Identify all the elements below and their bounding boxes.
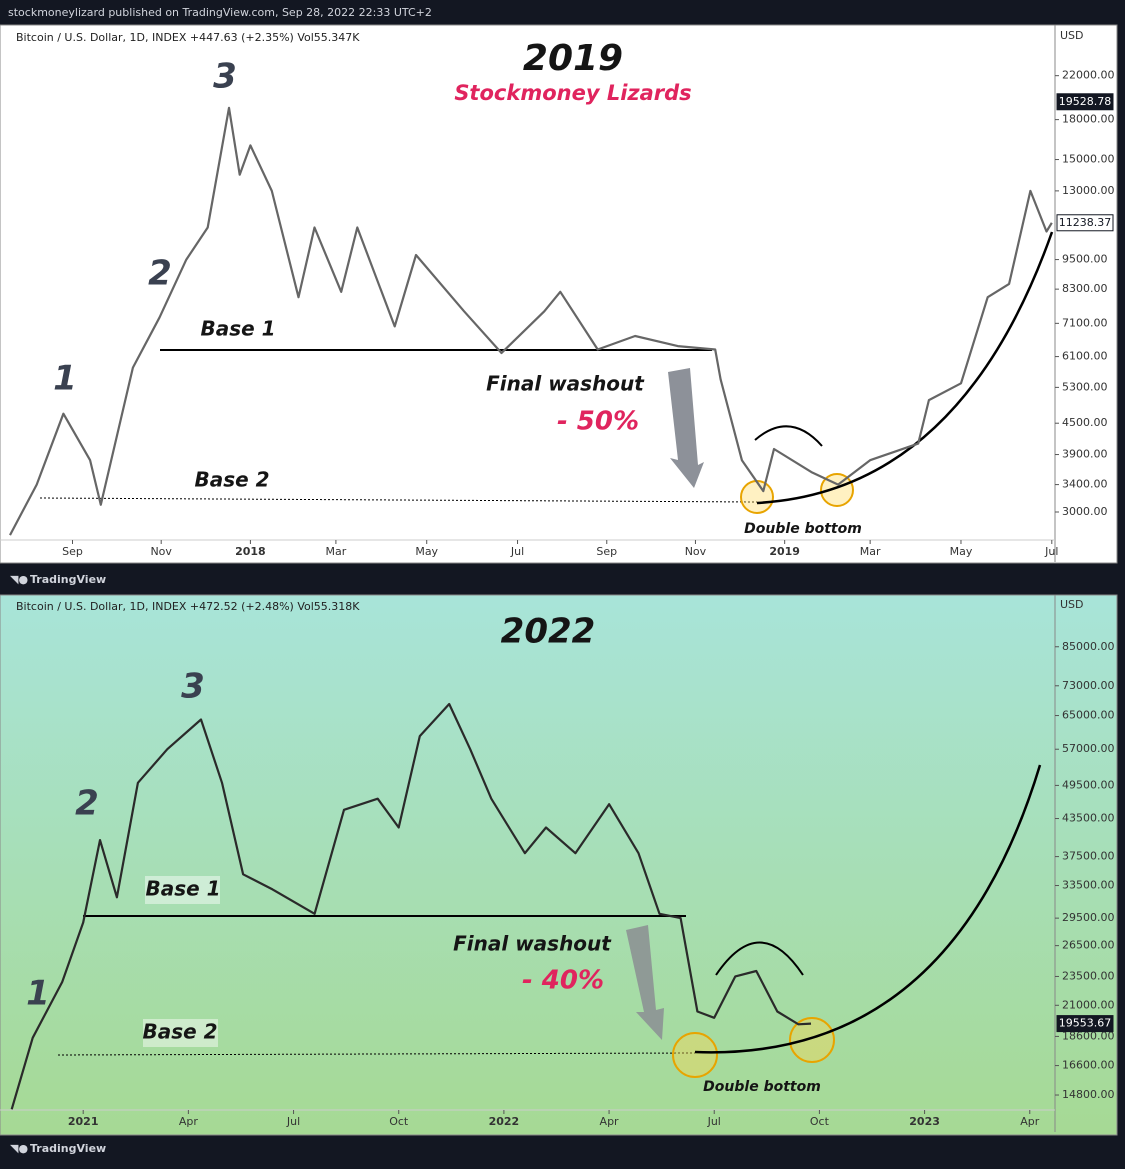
y-tick-label: 23500.00 <box>1062 969 1115 982</box>
x-tick-label: Jul <box>510 545 524 558</box>
brand-logo: TradingView <box>30 573 106 586</box>
chart-header: Bitcoin / U.S. Dollar, 1D, INDEX +472.52… <box>16 600 360 613</box>
x-tick-label: Apr <box>179 1115 199 1128</box>
y-tick-label: 18600.00 <box>1062 1029 1115 1042</box>
x-tick-label: Nov <box>685 545 707 558</box>
currency-label: USD <box>1060 598 1084 611</box>
y-tick-label: 65000.00 <box>1062 709 1115 722</box>
y-tick-label: 3000.00 <box>1062 505 1108 518</box>
annotation: Base 2 <box>194 468 269 492</box>
x-tick-label: Nov <box>150 545 172 558</box>
brand-icon: ◥● <box>10 573 28 586</box>
y-tick-label: 14800.00 <box>1062 1088 1115 1101</box>
annotation: Final washout <box>453 932 612 956</box>
x-tick-label: 2019 <box>769 545 800 558</box>
x-tick-label: Sep <box>596 545 617 558</box>
annotation: - 40% <box>522 966 604 996</box>
y-tick-label: 73000.00 <box>1062 679 1115 692</box>
y-tick-label: 5300.00 <box>1062 380 1108 393</box>
y-tick-label: 16600.00 <box>1062 1059 1115 1072</box>
price-line <box>9 106 1053 536</box>
y-tick-label: 4500.00 <box>1062 416 1108 429</box>
x-tick-label: 2021 <box>68 1115 99 1128</box>
currency-label: USD <box>1060 29 1084 42</box>
annotation-shapes <box>39 231 1054 1078</box>
y-tick-label: 3400.00 <box>1062 478 1108 491</box>
y-tick-label: 37500.00 <box>1062 850 1115 863</box>
wave-label: 2 <box>148 254 172 294</box>
wave-label: 2 <box>75 784 99 824</box>
publish-line: stockmoneylizard published on TradingVie… <box>8 6 432 19</box>
x-tick-label: Jul <box>1044 545 1058 558</box>
x-tick-label: Jul <box>286 1115 300 1128</box>
y-tick-label: 3900.00 <box>1062 448 1108 461</box>
annotation: Double bottom <box>703 1079 821 1095</box>
price-tag-label: 19528.78 <box>1059 95 1112 108</box>
y-tick-label: 8300.00 <box>1062 282 1108 295</box>
annotation: - 50% <box>557 407 639 437</box>
x-tick-label: 2023 <box>909 1115 940 1128</box>
y-tick-label: 6100.00 <box>1062 350 1108 363</box>
x-tick-label: May <box>415 545 438 558</box>
x-tick-label: Apr <box>600 1115 620 1128</box>
x-tick-label: Apr <box>1020 1115 1040 1128</box>
y-tick-label: 9500.00 <box>1062 253 1108 266</box>
annotation: Base 1 <box>200 317 275 341</box>
wave-label: 1 <box>53 359 77 399</box>
panel <box>0 594 1118 1136</box>
chart-title: 2019 <box>523 38 623 79</box>
y-tick-label: 7100.00 <box>1062 316 1108 329</box>
annotation: Base 1 <box>145 877 220 901</box>
wave-label: 3 <box>181 667 205 707</box>
y-tick-label: 43500.00 <box>1062 812 1115 825</box>
y-tick-label: 15000.00 <box>1062 153 1115 166</box>
y-tick-label: 13000.00 <box>1062 184 1115 197</box>
annotation: Final washout <box>486 372 645 396</box>
brand-icon: ◥● <box>10 1142 28 1155</box>
y-tick-label: 18000.00 <box>1062 113 1115 126</box>
price-tag <box>1056 1015 1114 1033</box>
y-tick-label: 57000.00 <box>1062 742 1115 755</box>
wave-label: 3 <box>213 57 237 97</box>
y-tick-label: 21000.00 <box>1062 998 1115 1011</box>
price-tag <box>1056 214 1114 232</box>
x-tick-label: Mar <box>860 545 881 558</box>
y-tick-label: 26500.00 <box>1062 939 1115 952</box>
price-tag-label: 19553.67 <box>1059 1017 1112 1030</box>
x-tick-label: May <box>950 545 973 558</box>
y-tick-label: 29500.00 <box>1062 911 1115 924</box>
x-tick-label: Mar <box>326 545 347 558</box>
x-tick-label: 2022 <box>489 1115 520 1128</box>
wave-label: 1 <box>26 974 50 1014</box>
chart-subtitle: Stockmoney Lizards <box>454 81 691 105</box>
price-line <box>10 702 812 1110</box>
price-tag-label: 11238.37 <box>1059 216 1112 229</box>
price-tag <box>1056 93 1114 111</box>
y-tick-label: 85000.00 <box>1062 640 1115 653</box>
brand-logo: TradingView <box>30 1142 106 1155</box>
y-tick-label: 33500.00 <box>1062 879 1115 892</box>
x-tick-label: Oct <box>389 1115 409 1128</box>
chart-header: Bitcoin / U.S. Dollar, 1D, INDEX +447.63… <box>16 31 360 44</box>
annotation: Double bottom <box>744 521 862 537</box>
x-tick-label: Sep <box>62 545 83 558</box>
x-tick-label: 2018 <box>235 545 266 558</box>
x-tick-label: Oct <box>810 1115 830 1128</box>
y-tick-label: 49500.00 <box>1062 778 1115 791</box>
chart-title: 2022 <box>501 612 596 652</box>
annotation: Base 2 <box>142 1020 217 1044</box>
y-tick-label: 22000.00 <box>1062 69 1115 82</box>
x-tick-label: Jul <box>707 1115 721 1128</box>
